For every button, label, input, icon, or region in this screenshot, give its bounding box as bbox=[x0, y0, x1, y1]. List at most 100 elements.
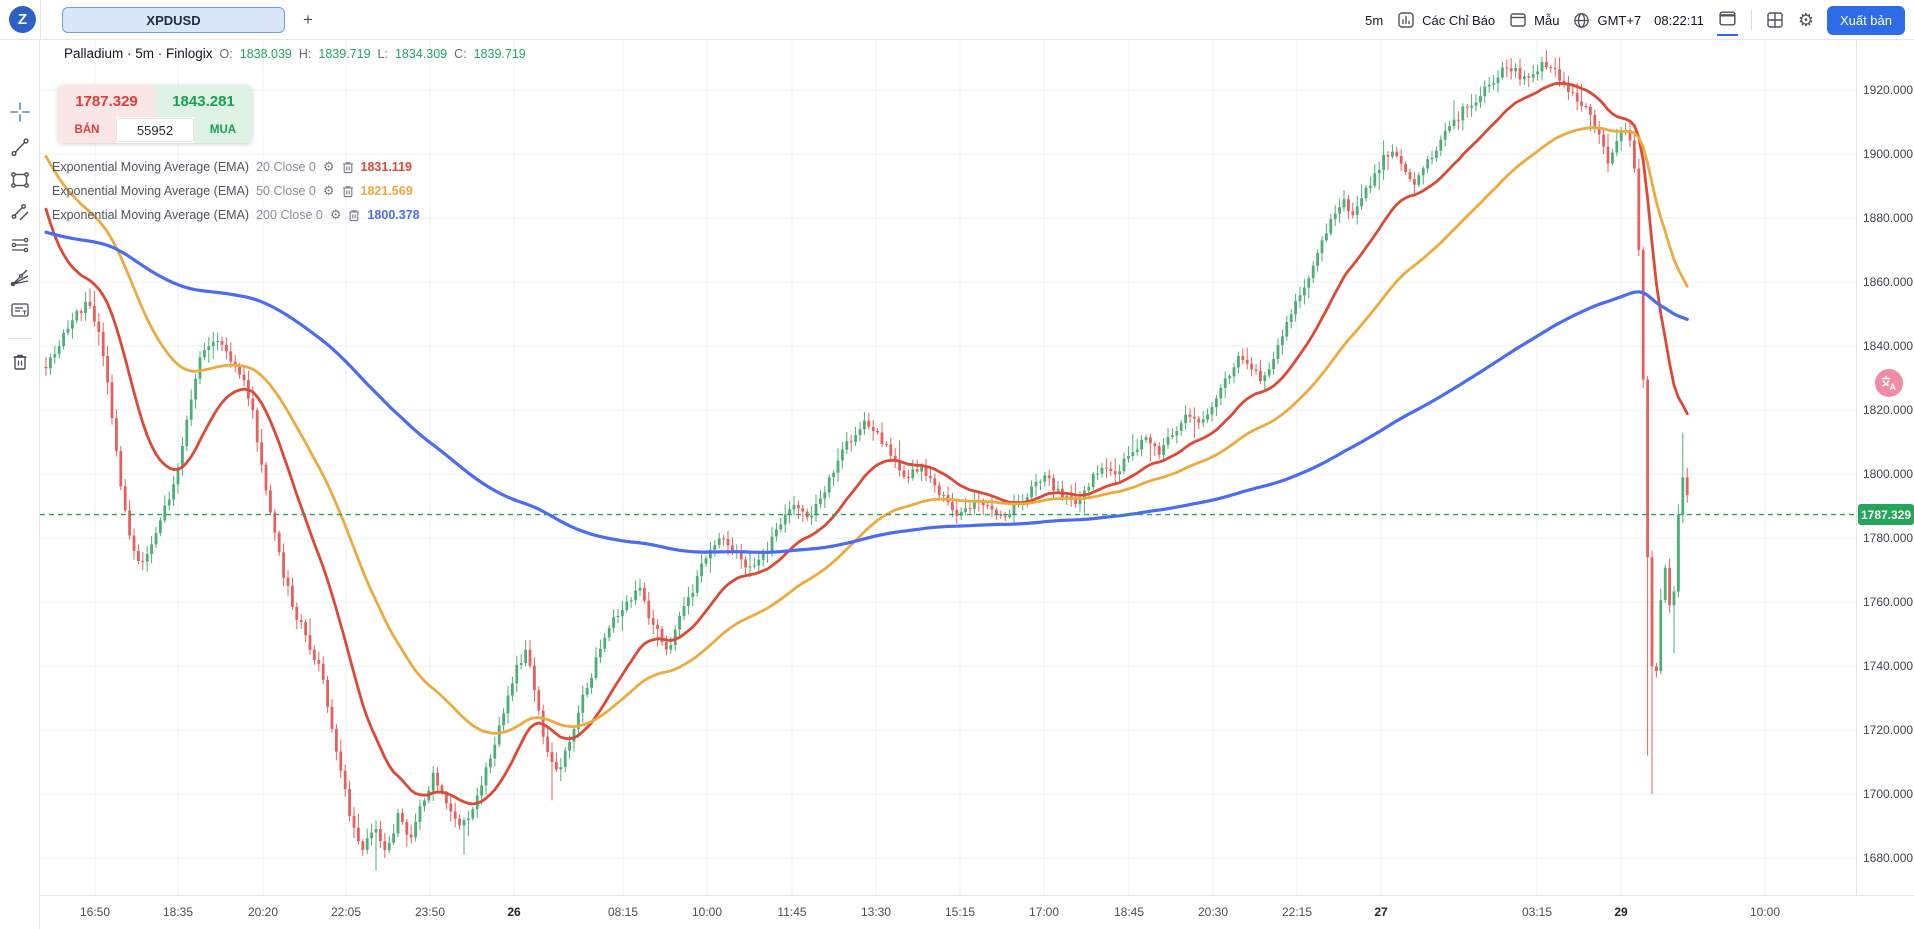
indicator-delete-trash-icon[interactable] bbox=[348, 209, 360, 222]
open-label: O: bbox=[219, 47, 233, 61]
price-axis-label: 1860.000 bbox=[1863, 275, 1914, 289]
close-value: 1839.719 bbox=[473, 47, 526, 61]
indicator-row-ema20[interactable]: Exponential Moving Average (EMA) 20 Clos… bbox=[52, 155, 420, 179]
time-axis-label: 10:00 bbox=[1749, 905, 1781, 919]
price-axis-label: 1700.000 bbox=[1863, 787, 1914, 801]
indicator-legend: Exponential Moving Average (EMA) 20 Clos… bbox=[52, 155, 420, 227]
time-axis-label: 18:35 bbox=[162, 905, 194, 919]
time-axis-label: 03:15 bbox=[1521, 905, 1553, 919]
volume-field[interactable]: 55952 bbox=[116, 118, 194, 142]
panel-toggle-button[interactable] bbox=[1716, 8, 1738, 36]
price-axis-label: 1800.000 bbox=[1863, 467, 1914, 481]
templates-button[interactable]: Mẫu bbox=[1508, 10, 1559, 30]
grid-layout-icon bbox=[1765, 10, 1785, 30]
high-value: 1839.719 bbox=[318, 47, 371, 61]
time-axis-label: 17:00 bbox=[1028, 905, 1060, 919]
open-value: 1838.039 bbox=[239, 47, 292, 61]
price-axis-label: 1780.000 bbox=[1863, 531, 1914, 545]
indicator-settings-gear-icon[interactable]: ⚙ bbox=[322, 159, 335, 174]
buy-price-button[interactable]: 1843.281 bbox=[155, 85, 252, 117]
price-axis-label: 1920.000 bbox=[1863, 83, 1914, 97]
panel-icon bbox=[1717, 8, 1738, 29]
publish-button[interactable]: Xuất bản bbox=[1826, 5, 1905, 35]
time-axis-label: 08:15 bbox=[607, 905, 639, 919]
toolbar-divider bbox=[1750, 10, 1752, 30]
chart-legend[interactable]: Palladium · 5m · Finlogix O: 1838.039 H:… bbox=[64, 46, 526, 61]
indicator-value: 1800.378 bbox=[367, 208, 420, 222]
translate-badge[interactable]: A bbox=[1875, 369, 1903, 397]
price-axis-label: 1840.000 bbox=[1863, 339, 1914, 353]
indicators-label: Các Chỉ Báo bbox=[1422, 12, 1496, 28]
time-axis-label: 29 bbox=[1614, 905, 1628, 919]
price-axis[interactable]: 1787.329 1920.000 1900.000 1880.000 1860.00… bbox=[1856, 40, 1914, 895]
parallel-lines-tool-icon[interactable] bbox=[9, 201, 31, 223]
time-axis[interactable]: 16:50 18:35 20:20 22:05 23:50 26 08:15 10:00 11:… bbox=[40, 895, 1914, 929]
indicator-name: Exponential Moving Average (EMA) bbox=[52, 160, 250, 174]
interval-button[interactable]: 5m bbox=[1365, 12, 1384, 28]
price-axis-label: 1820.000 bbox=[1863, 403, 1914, 417]
clock: 08:22:11 bbox=[1654, 12, 1704, 28]
price-axis-label: 1900.000 bbox=[1863, 147, 1914, 161]
indicator-settings-gear-icon[interactable]: ⚙ bbox=[329, 207, 342, 222]
indicators-button[interactable]: Các Chỉ Báo bbox=[1396, 10, 1495, 30]
time-axis-label: 27 bbox=[1374, 905, 1388, 919]
indicator-delete-trash-icon[interactable] bbox=[342, 161, 354, 174]
horizontal-lines-tool-icon[interactable] bbox=[9, 234, 31, 256]
symbol-title: Palladium · 5m · Finlogix bbox=[64, 46, 213, 61]
time-axis-label: 18:45 bbox=[1113, 905, 1145, 919]
symbol-tab[interactable]: XPDUSD bbox=[62, 7, 285, 33]
indicator-name: Exponential Moving Average (EMA) bbox=[52, 184, 250, 198]
template-icon bbox=[1508, 10, 1528, 30]
high-label: H: bbox=[298, 47, 312, 61]
sell-label[interactable]: BÁN bbox=[58, 117, 116, 143]
time-axis-label: 20:30 bbox=[1197, 905, 1229, 919]
rectangle-tool-icon[interactable] bbox=[9, 169, 31, 191]
indicator-row-ema200[interactable]: Exponential Moving Average (EMA) 200 Clo… bbox=[52, 203, 420, 227]
price-axis-label: 1720.000 bbox=[1863, 723, 1914, 737]
app-logo-icon[interactable]: Z bbox=[9, 6, 36, 33]
price-axis-label: 1740.000 bbox=[1863, 659, 1914, 673]
toolbar-divider bbox=[40, 0, 41, 40]
trash-tool-icon[interactable] bbox=[9, 351, 31, 373]
indicator-row-ema50[interactable]: Exponential Moving Average (EMA) 50 Clos… bbox=[52, 179, 420, 203]
crosshair-tool-icon[interactable] bbox=[9, 101, 31, 123]
toolbar-divider bbox=[8, 338, 32, 339]
time-axis-label: 23:50 bbox=[414, 905, 446, 919]
indicator-settings-gear-icon[interactable]: ⚙ bbox=[322, 183, 335, 198]
timezone-label: GMT+7 bbox=[1597, 12, 1642, 28]
templates-label: Mẫu bbox=[1534, 12, 1560, 28]
order-panel: 1787.329 1843.281 BÁN 55952 MUA bbox=[58, 85, 252, 143]
drawing-toolbar bbox=[0, 40, 40, 929]
candlestick-chart[interactable] bbox=[40, 40, 1856, 895]
timezone-button[interactable]: GMT+7 bbox=[1572, 11, 1641, 30]
indicators-icon bbox=[1396, 10, 1416, 30]
layout-grid-button[interactable] bbox=[1765, 10, 1785, 30]
low-label: L: bbox=[377, 47, 388, 61]
time-axis-label: 15:15 bbox=[944, 905, 976, 919]
top-toolbar: Z XPDUSD + 5m Các Chỉ Báo Mẫu bbox=[0, 0, 1914, 40]
globe-icon bbox=[1572, 11, 1591, 30]
trend-line-tool-icon[interactable] bbox=[9, 136, 31, 158]
text-note-tool-icon[interactable] bbox=[9, 299, 31, 321]
indicator-params: 200 Close 0 bbox=[256, 208, 323, 222]
fan-lines-tool-icon[interactable] bbox=[9, 266, 31, 288]
indicator-delete-trash-icon[interactable] bbox=[342, 185, 354, 198]
price-axis-label: 1760.000 bbox=[1863, 595, 1914, 609]
price-axis-label: 1680.000 bbox=[1863, 851, 1914, 865]
sell-price-button[interactable]: 1787.329 bbox=[58, 85, 155, 117]
time-axis-label: 20:20 bbox=[247, 905, 279, 919]
time-axis-label: 11:45 bbox=[777, 905, 807, 919]
price-axis-label: 1880.000 bbox=[1863, 211, 1914, 225]
settings-gear-icon[interactable]: ⚙ bbox=[1797, 10, 1814, 30]
time-axis-label: 13:30 bbox=[860, 905, 892, 919]
svg-text:A: A bbox=[1890, 382, 1897, 392]
low-value: 1834.309 bbox=[394, 47, 448, 61]
chart-plot-area[interactable] bbox=[40, 40, 1856, 895]
indicator-params: 50 Close 0 bbox=[256, 184, 316, 198]
indicator-params: 20 Close 0 bbox=[256, 160, 316, 174]
time-axis-label: 10:00 bbox=[691, 905, 723, 919]
buy-label[interactable]: MUA bbox=[194, 117, 252, 143]
add-tab-button[interactable]: + bbox=[303, 10, 313, 29]
time-axis-label: 16:50 bbox=[79, 905, 111, 919]
indicator-value: 1821.569 bbox=[360, 184, 413, 198]
